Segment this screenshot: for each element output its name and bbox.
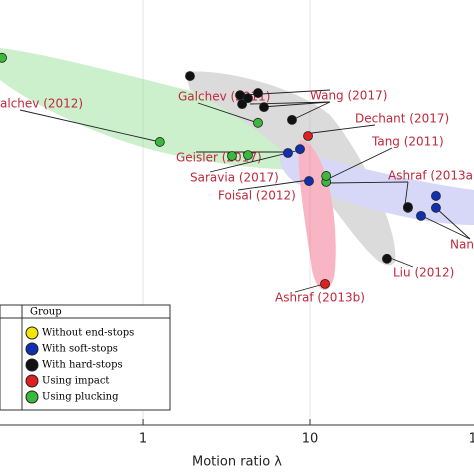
plucking-region bbox=[0, 48, 341, 170]
point bbox=[243, 150, 253, 161]
legend-marker bbox=[25, 342, 39, 356]
annotation-arrow bbox=[329, 147, 393, 179]
point bbox=[253, 117, 263, 128]
annotation-arrow bbox=[421, 215, 471, 240]
annotation: Liu (2012) bbox=[393, 266, 454, 280]
annotation: Wang (2017) bbox=[310, 89, 387, 103]
annotation-arrow bbox=[197, 102, 259, 124]
point bbox=[416, 210, 426, 221]
point bbox=[431, 191, 441, 201]
point bbox=[243, 93, 253, 104]
annotation-arrow bbox=[404, 181, 409, 206]
point bbox=[320, 278, 330, 289]
x-tick-label: 10 bbox=[302, 432, 319, 447]
point bbox=[237, 99, 248, 110]
point bbox=[0, 52, 7, 63]
point bbox=[303, 131, 313, 141]
annotation-arrow bbox=[435, 207, 471, 240]
annotation: alchev (2012) bbox=[0, 97, 83, 111]
legend-marker bbox=[25, 326, 39, 340]
legend-marker bbox=[25, 374, 39, 388]
hard-stops-region bbox=[185, 71, 396, 266]
legend-label: With hard-stops bbox=[42, 360, 123, 371]
x-axis-label: Motion ratio λ bbox=[192, 455, 282, 470]
annotation: Saravia (2017) bbox=[190, 171, 279, 185]
point bbox=[253, 88, 263, 98]
point bbox=[154, 137, 165, 147]
annotation-arrow bbox=[311, 124, 376, 134]
point bbox=[227, 151, 237, 161]
x-tick-label: 1 bbox=[139, 432, 147, 447]
point bbox=[403, 202, 413, 212]
soft-stops-region bbox=[280, 148, 474, 225]
annotation-arrow bbox=[237, 179, 310, 191]
point bbox=[185, 71, 195, 81]
point bbox=[382, 253, 392, 264]
legend-label: Using impact bbox=[42, 376, 109, 387]
legend-label: Using plucking bbox=[42, 392, 119, 403]
point bbox=[431, 202, 441, 213]
annotation: Ashraf (2013a) bbox=[388, 169, 474, 183]
legend-label: With soft-stops bbox=[42, 344, 118, 355]
annotation: Ashraf (2013b) bbox=[275, 291, 365, 305]
annotation-arrow bbox=[389, 257, 414, 268]
annotation-arrow bbox=[291, 101, 331, 121]
legend-title: Group bbox=[30, 307, 62, 318]
point bbox=[283, 148, 293, 158]
point bbox=[295, 144, 305, 155]
annotation-arrow bbox=[261, 101, 331, 108]
legend-label: Without end-stops bbox=[42, 328, 134, 339]
legend-marker bbox=[25, 390, 39, 404]
point bbox=[259, 102, 269, 112]
annotation: Tang (2011) bbox=[371, 135, 444, 149]
annotation: Nan bbox=[450, 238, 474, 252]
annotation-arrow bbox=[327, 181, 409, 184]
annotation-arrow bbox=[294, 283, 325, 293]
annotation: Dechant (2017) bbox=[355, 112, 449, 126]
legend-marker bbox=[25, 358, 39, 372]
annotation: Foisal (2012) bbox=[218, 189, 296, 203]
point bbox=[287, 114, 297, 125]
annotation-arrow bbox=[19, 109, 161, 143]
point bbox=[304, 176, 314, 186]
legend: Group Without end-stops With soft-stops Wit… bbox=[0, 304, 171, 411]
point bbox=[321, 171, 332, 181]
annotation: Geisler (2017) bbox=[176, 151, 262, 165]
x-tick-label: 10 bbox=[469, 432, 474, 447]
